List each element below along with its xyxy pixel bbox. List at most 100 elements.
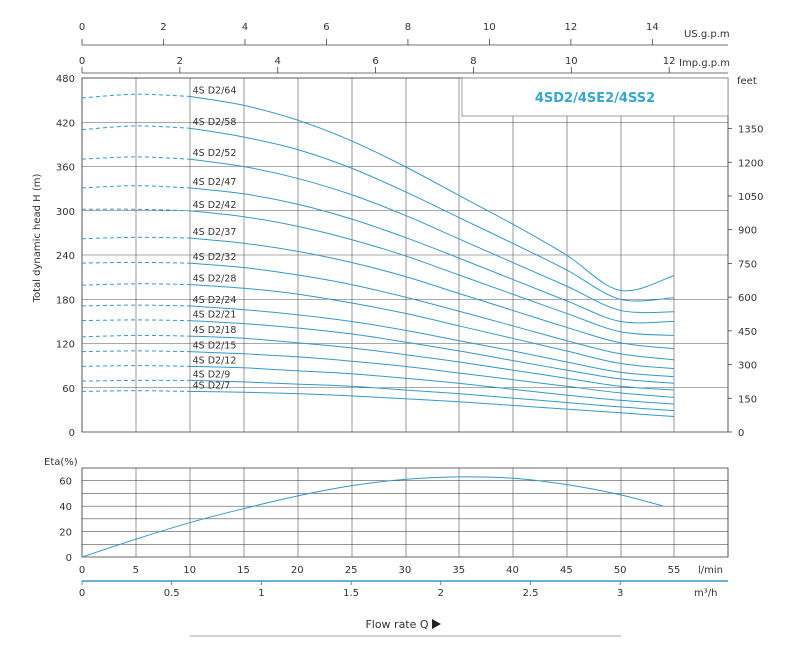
head-curve-13 — [189, 379, 675, 412]
head-curves — [81, 93, 675, 417]
curve-label-5: 4S D2/37 — [193, 227, 237, 238]
us-gpm-tick-1: 2 — [160, 22, 166, 33]
right-tick-0: 0 — [738, 428, 744, 439]
left-tick-2: 120 — [56, 340, 75, 351]
us-gpm-unit-label: US.g.p.m — [684, 29, 730, 40]
right-tick-8: 1200 — [738, 158, 763, 169]
left-tick-1: 60 — [62, 384, 75, 395]
feet-unit-label: feet — [737, 76, 757, 87]
eta-tick-0: 0 — [66, 553, 72, 564]
eta-tick-3: 60 — [59, 477, 72, 488]
eta-axis-label: Eta(%) — [44, 457, 78, 468]
right-tick-9: 1350 — [738, 125, 763, 136]
head-curve-11 — [189, 351, 675, 398]
y-axis-label: Total dynamic head H (m) — [32, 173, 43, 303]
us-gpm-tick-5: 10 — [483, 22, 496, 33]
lpm-tick-9: 45 — [560, 565, 573, 576]
imp-gpm-tick-1: 2 — [177, 56, 183, 67]
head-curve-0 — [189, 95, 675, 292]
head-curve-9 — [189, 320, 675, 384]
left-tick-0: 0 — [69, 428, 75, 439]
right-tick-6: 900 — [738, 226, 757, 237]
right-tick-4: 600 — [738, 293, 757, 304]
head-curve-2 — [189, 158, 675, 314]
imp-gpm-unit-label: Imp.g.p.m — [679, 58, 730, 69]
head-curve-7 — [189, 284, 675, 370]
us-gpm-tick-0: 0 — [79, 22, 85, 33]
left-tick-4: 240 — [56, 251, 75, 262]
lpm-tick-4: 20 — [291, 565, 304, 576]
imp-gpm-tick-3: 6 — [372, 56, 378, 67]
curve-label-14: 4S D2/7 — [193, 380, 231, 391]
curve-label-12: 4S D2/12 — [193, 355, 237, 366]
m3h-tick-3: 1.5 — [343, 588, 359, 599]
imp-gpm-tick-6: 12 — [663, 56, 676, 67]
curve-label-1: 4S D2/58 — [193, 117, 237, 128]
curve-label-0: 4S D2/64 — [193, 85, 237, 96]
m3h-tick-6: 3 — [617, 588, 623, 599]
right-tick-2: 300 — [738, 361, 757, 372]
right-tick-3: 450 — [738, 327, 757, 338]
chart-title: 4SD2/4SE2/4SS2 — [535, 91, 655, 106]
left-tick-3: 180 — [56, 295, 75, 306]
efficiency-curve — [81, 476, 664, 558]
right-tick-1: 150 — [738, 394, 757, 405]
lpm-unit-label: l/min — [698, 565, 723, 576]
left-tick-7: 420 — [56, 118, 75, 129]
title-box — [461, 77, 729, 117]
flow-arrow-icon — [432, 619, 441, 629]
head-curve-12 — [189, 365, 675, 405]
head-curve-8 — [189, 305, 675, 378]
left-tick-6: 360 — [56, 163, 75, 174]
us-gpm-tick-7: 14 — [646, 22, 659, 33]
lpm-tick-8: 40 — [506, 565, 519, 576]
m3h-tick-2: 1 — [258, 588, 264, 599]
efficiency-panel: 0 20 40 60 — [59, 467, 729, 564]
head-curve-5 — [189, 237, 675, 350]
lpm-tick-5: 25 — [345, 565, 358, 576]
lpm-tick-3: 15 — [237, 565, 250, 576]
curve-label-7: 4S D2/28 — [193, 274, 237, 285]
lpm-tick-2: 10 — [183, 565, 196, 576]
curve-label-10: 4S D2/18 — [193, 325, 237, 336]
head-curve-4 — [189, 210, 675, 336]
flow-rate-label: Flow rate Q — [365, 618, 428, 631]
curve-label-8: 4S D2/24 — [193, 295, 237, 306]
lpm-tick-10: 50 — [614, 565, 627, 576]
imp-gpm-tick-5: 10 — [565, 56, 578, 67]
eta-plot-frame — [81, 467, 729, 558]
m3h-unit-label: m³/h — [694, 588, 717, 599]
head-curve-10 — [189, 335, 675, 391]
head-curve-1 — [189, 127, 675, 302]
m3h-tick-5: 2.5 — [523, 588, 539, 599]
head-curve-14 — [189, 390, 675, 417]
top-axes: 0 2 4 6 8 10 12 14 0 2 4 6 8 10 12 — [79, 22, 728, 74]
lpm-tick-11: 55 — [668, 565, 681, 576]
left-tick-5: 300 — [56, 207, 75, 218]
curve-label-4: 4S D2/42 — [193, 200, 237, 211]
us-gpm-tick-2: 4 — [242, 22, 248, 33]
imp-gpm-tick-4: 8 — [470, 56, 476, 67]
us-gpm-tick-4: 8 — [405, 22, 411, 33]
head-curve-6 — [189, 262, 675, 361]
imp-gpm-tick-2: 4 — [275, 56, 281, 67]
curve-label-11: 4S D2/15 — [193, 341, 237, 352]
head-plot-frame — [81, 77, 729, 433]
curve-label-13: 4S D2/9 — [193, 369, 231, 380]
head-grid: 0 60 120 180 240 300 360 420 480 0 150 300 450 600 750… — [56, 74, 764, 439]
curve-label-9: 4S D2/21 — [193, 310, 237, 321]
lpm-tick-7: 35 — [452, 565, 465, 576]
bottom-axes: 0 5 10 15 20 25 30 35 40 45 50 55 0 0.5 1 1.5 2 2.5 3 — [79, 565, 728, 599]
curve-labels: 4S D2/64 4S D2/58 4S D2/52 4S D2/47 4S D2/42… — [193, 85, 237, 391]
imp-gpm-tick-0: 0 — [79, 56, 85, 67]
lpm-tick-6: 30 — [399, 565, 412, 576]
us-gpm-tick-6: 12 — [565, 22, 578, 33]
m3h-tick-1: 0.5 — [164, 588, 180, 599]
lpm-tick-1: 5 — [133, 565, 139, 576]
curve-label-3: 4S D2/47 — [193, 177, 237, 188]
m3h-tick-0: 0 — [79, 588, 85, 599]
right-tick-5: 750 — [738, 259, 757, 270]
right-tick-7: 1050 — [738, 192, 763, 203]
curve-label-6: 4S D2/32 — [193, 252, 237, 263]
